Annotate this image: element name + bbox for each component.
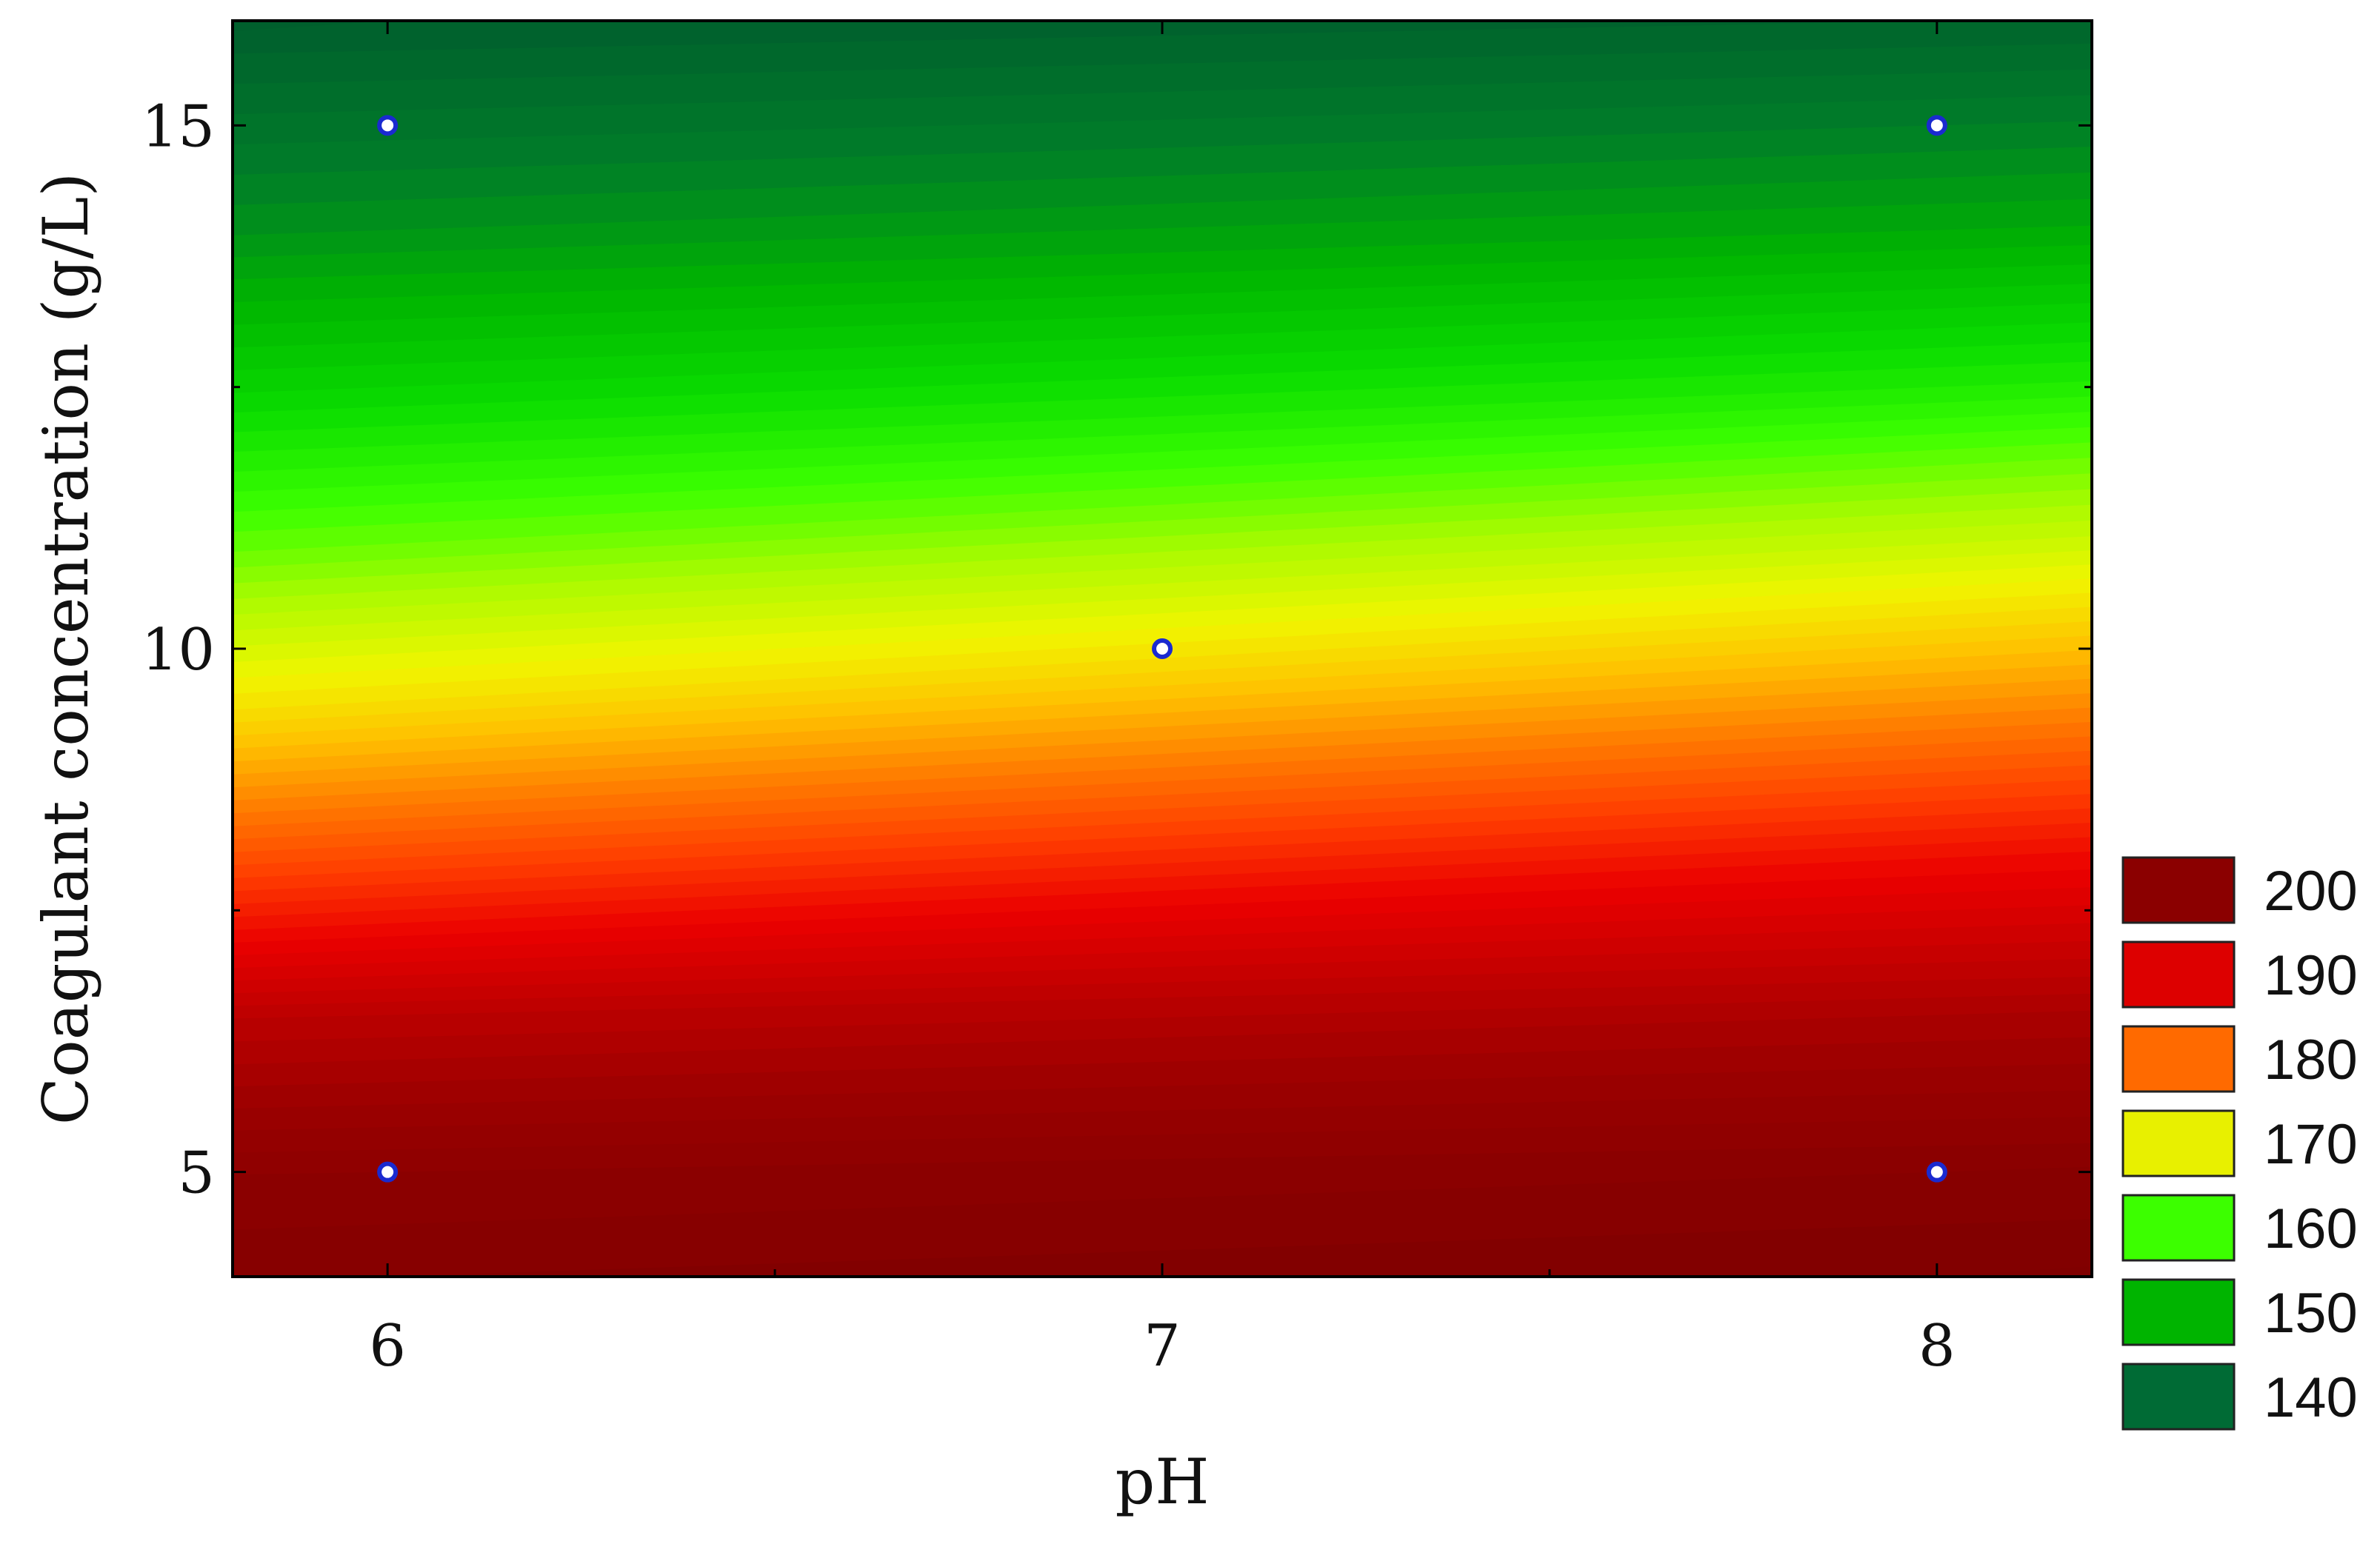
design-point xyxy=(377,115,399,136)
x-axis-title: pH xyxy=(1115,1446,1209,1518)
axis-ticks: 6 7 8 5 10 15 xyxy=(141,21,2092,1380)
legend-swatch xyxy=(2121,1278,2236,1346)
legend-label: 190 xyxy=(2264,944,2358,1007)
design-point xyxy=(1926,115,1947,136)
contour-bands xyxy=(233,21,2092,1277)
legend-label: 150 xyxy=(2264,1282,2358,1345)
legend: 200 190 180 170 160 150 140 xyxy=(2121,856,2358,1431)
contour-band xyxy=(233,21,388,32)
y-tick-label: 15 xyxy=(141,93,215,160)
legend-label: 160 xyxy=(2264,1197,2358,1260)
legend-label: 170 xyxy=(2264,1113,2358,1176)
x-tick-label: 6 xyxy=(369,1313,406,1380)
y-tick-label: 5 xyxy=(178,1140,215,1207)
legend-label: 200 xyxy=(2264,860,2358,923)
contour-band xyxy=(233,21,1937,54)
legend-swatch xyxy=(2121,1025,2236,1093)
legend-swatch xyxy=(2121,856,2236,924)
legend-swatch xyxy=(2121,1194,2236,1262)
legend-label: 140 xyxy=(2264,1366,2358,1429)
design-points xyxy=(377,115,1947,1183)
y-tick-label: 10 xyxy=(141,617,215,684)
x-tick-label: 7 xyxy=(1144,1313,1181,1380)
legend-swatch xyxy=(2121,940,2236,1009)
design-point xyxy=(1152,638,1173,659)
legend-swatch xyxy=(2121,1109,2236,1177)
legend-swatch xyxy=(2121,1363,2236,1431)
design-point xyxy=(377,1161,399,1183)
y-axis-title: Coagulant concentration (g/L) xyxy=(30,173,102,1125)
design-point xyxy=(1926,1161,1947,1183)
x-tick-label: 8 xyxy=(1919,1313,1956,1380)
legend-label: 180 xyxy=(2264,1029,2358,1092)
